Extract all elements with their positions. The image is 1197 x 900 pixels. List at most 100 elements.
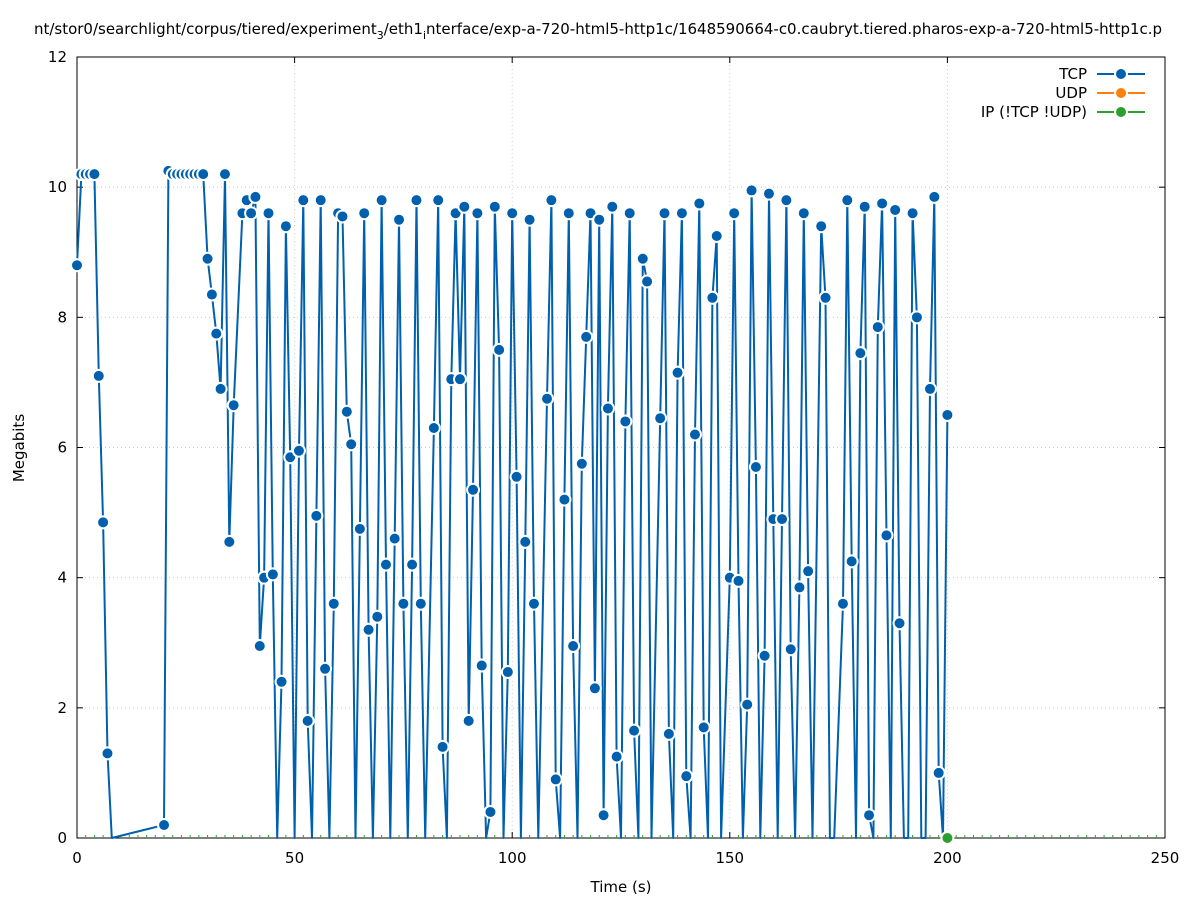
grid-layer [77, 57, 1165, 838]
x-axis-title: Time (s) [590, 878, 652, 896]
data-point [474, 658, 489, 673]
data-point [265, 567, 280, 582]
x-tick-label: 50 [285, 849, 304, 867]
y-tick-label: 0 [57, 829, 67, 847]
data-point [213, 381, 228, 396]
y-tick-label: 12 [48, 48, 67, 66]
data-point [209, 326, 224, 341]
data-point [574, 456, 589, 471]
data-point [670, 365, 685, 380]
data-point [775, 512, 790, 527]
data-point [326, 596, 341, 611]
data-point [600, 401, 615, 416]
data-point [492, 342, 507, 357]
data-point [779, 193, 794, 208]
data-point [222, 534, 237, 549]
legend-item: IP (!TCP !UDP) [981, 103, 1145, 121]
data-point [200, 251, 215, 266]
data-point [705, 290, 720, 305]
data-point [204, 287, 219, 302]
data-point [100, 746, 115, 761]
data-point [91, 368, 106, 383]
data-point [339, 404, 354, 419]
data-point [740, 697, 755, 712]
data-point [744, 183, 759, 198]
data-point [635, 251, 650, 266]
data-point [557, 492, 572, 507]
data-point [518, 534, 533, 549]
data-point [96, 515, 111, 530]
data-point [505, 206, 520, 221]
data-point [757, 648, 772, 663]
data-point [396, 596, 411, 611]
y-tick-label: 10 [48, 178, 67, 196]
data-point [466, 482, 481, 497]
data-point [452, 372, 467, 387]
data-point [387, 531, 402, 546]
data-point [931, 765, 946, 780]
data-point [461, 713, 476, 728]
y-tick-label: 2 [57, 699, 67, 717]
data-point [927, 189, 942, 204]
legend-marker [1114, 105, 1128, 119]
data-point [296, 193, 311, 208]
x-tick-label: 0 [72, 849, 82, 867]
data-point [905, 206, 920, 221]
y-tick-label: 4 [57, 569, 67, 587]
data-point [522, 212, 537, 227]
legend-marker [1114, 67, 1128, 81]
data-point [579, 329, 594, 344]
data-point [509, 469, 524, 484]
data-point [500, 665, 515, 680]
y-tick-label: 8 [57, 308, 67, 326]
data-point [526, 596, 541, 611]
data-point [540, 391, 555, 406]
data-point [318, 661, 333, 676]
data-point [409, 193, 424, 208]
data-point [587, 681, 602, 696]
chart-title: nt/stor0/searchlight/corpus/tiered/exper… [34, 20, 1162, 42]
data-point [709, 228, 724, 243]
data-point [344, 437, 359, 452]
data-point [291, 443, 306, 458]
data-point [909, 310, 924, 325]
data-point [731, 573, 746, 588]
data-point [888, 202, 903, 217]
data-point [470, 206, 485, 221]
data-point [248, 189, 263, 204]
data-point [274, 674, 289, 689]
axes-layer: 0 50 100 150 200 250 0 2 4 6 8 10 12 [48, 48, 1179, 867]
data-point [435, 739, 450, 754]
data-point [157, 817, 172, 832]
data-point [335, 209, 350, 224]
data-point [361, 622, 376, 637]
data-point [392, 212, 407, 227]
series-ip-tcp-udp [940, 831, 955, 845]
data-point [653, 411, 668, 426]
data-point [244, 206, 259, 221]
data-point [696, 720, 711, 735]
data-point [309, 508, 324, 523]
legend-marker [1114, 86, 1128, 100]
data-point [622, 206, 637, 221]
x-tick-label: 250 [1151, 849, 1180, 867]
data-point [748, 460, 763, 475]
x-tick-label: 100 [498, 849, 527, 867]
data-point [457, 199, 472, 214]
data-point [592, 212, 607, 227]
data-point [596, 808, 611, 823]
data-point [940, 407, 955, 422]
legend-item: UDP [1055, 84, 1145, 102]
data-point [661, 726, 676, 741]
data-point [674, 206, 689, 221]
data-point [196, 167, 211, 182]
data-point [761, 186, 776, 201]
data-point [261, 206, 276, 221]
data-point [796, 206, 811, 221]
data-point [940, 831, 955, 845]
data-point [352, 521, 367, 536]
data-point [357, 206, 372, 221]
data-point [566, 639, 581, 654]
y-tick-label: 6 [57, 439, 67, 457]
